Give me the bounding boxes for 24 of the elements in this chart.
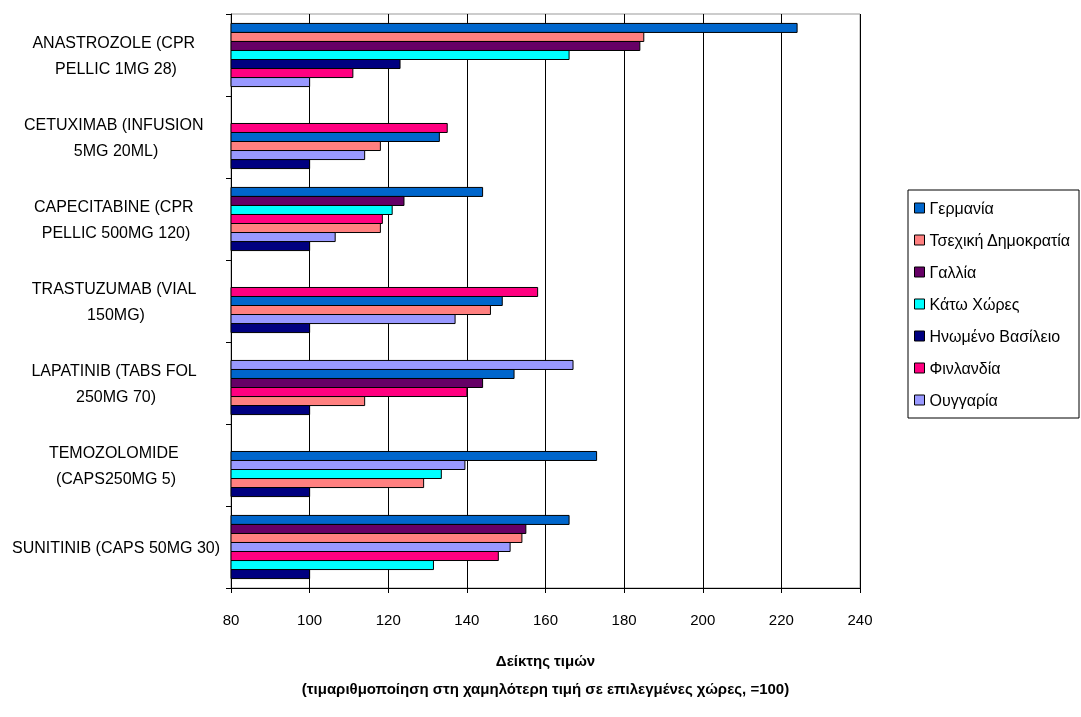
legend-label: Κάτω Χώρες <box>929 295 1020 313</box>
legend-label: Γαλλία <box>929 263 977 281</box>
legend-label: Φινλανδία <box>929 359 1001 377</box>
y-tick-label: SUNITINIB (CAPS 50MG 30) <box>11 538 221 556</box>
legend-label: Ηνωμένο Βασίλειο <box>929 327 1061 345</box>
x-tick-label: 180 <box>611 611 637 628</box>
y-tick-label: LAPATINIB (TABS FOL 250MG 70) <box>31 361 201 405</box>
x-tick-label: 120 <box>375 611 401 628</box>
x-tick-label: 100 <box>297 611 323 628</box>
y-tick-label: TEMOZOLOMIDE (CAPS250MG 5) <box>48 443 184 487</box>
x-axis-title: Δείκτης τιμών (τιμαριθμοποίηση στη χαμηλότερη τιμή σε επιλεγμένες χώρες, =100) <box>301 651 790 697</box>
legend-label: Γερμανία <box>929 199 994 217</box>
legend-label: Τσεχική Δημοκρατία <box>929 231 1071 249</box>
x-tick-label: 140 <box>454 611 480 628</box>
x-tick-label: 200 <box>690 611 716 628</box>
x-tick-label: 240 <box>847 611 873 628</box>
y-tick-label: ANASTROZOLE (CPR PELLIC 1MG 28) <box>32 33 200 77</box>
y-tick-label: TRASTUZUMAB (VIAL 150MG) <box>31 279 201 323</box>
y-tick-label: CETUXIMAB (INFUSION 5MG 20ML) <box>23 115 209 159</box>
x-tick-label: 80 <box>222 611 240 628</box>
x-tick-label: 220 <box>768 611 794 628</box>
y-tick-label: CAPECITABINE (CPR PELLIC 500MG 120) <box>33 197 199 241</box>
x-tick-label: 160 <box>532 611 559 628</box>
legend-label: Ουγγαρία <box>929 391 998 409</box>
